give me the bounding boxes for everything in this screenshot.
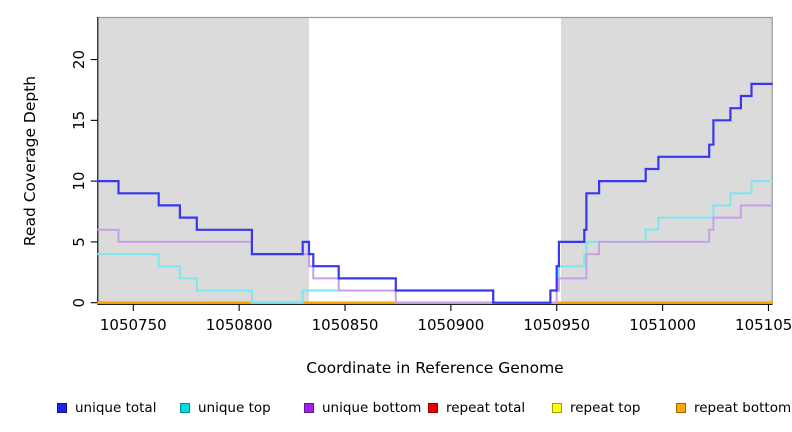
legend-swatch-icon: [304, 403, 314, 413]
x-tick-label: 1050950: [523, 316, 590, 334]
legend-label: unique total: [75, 400, 157, 416]
x-axis-title: Coordinate in Reference Genome: [306, 359, 564, 377]
y-tick-label: 0: [70, 298, 88, 308]
y-axis-title: Read Coverage Depth: [21, 75, 39, 247]
y-tick-label: 15: [70, 111, 88, 130]
legend-label: unique bottom: [322, 400, 422, 416]
shaded-region: [97, 17, 310, 304]
legend-item-unique-total: unique total: [57, 399, 156, 417]
legend-swatch-icon: [676, 403, 686, 413]
legend: unique total unique top unique bottom repea…: [0, 399, 792, 419]
x-tick-label: 1050900: [417, 316, 484, 334]
legend-swatch-icon: [180, 403, 190, 413]
legend-label: unique top: [198, 400, 271, 416]
y-tick-label: 20: [70, 50, 88, 69]
legend-label: repeat total: [446, 400, 526, 416]
x-tick-label: 1051000: [629, 316, 696, 334]
legend-item-repeat-bottom: repeat bottom: [676, 399, 791, 417]
legend-swatch-icon: [57, 403, 67, 413]
legend-item-repeat-top: repeat top: [552, 399, 640, 417]
y-tick-label: 5: [70, 237, 88, 247]
shaded-region: [560, 17, 773, 304]
legend-item-unique-top: unique top: [180, 399, 271, 417]
legend-swatch-icon: [552, 403, 562, 413]
legend-label: repeat bottom: [694, 400, 792, 416]
unique-total-line: [97, 82, 773, 304]
legend-item-repeat-total: repeat total: [428, 399, 525, 417]
legend-label: repeat top: [570, 400, 641, 416]
x-tick-label: 1050800: [206, 316, 273, 334]
x-tick-label: 1050850: [312, 316, 379, 334]
x-tick-label: 1050750: [100, 316, 167, 334]
legend-swatch-icon: [428, 403, 438, 413]
legend-item-unique-bottom: unique bottom: [304, 399, 421, 417]
y-tick-label: 10: [70, 172, 88, 191]
